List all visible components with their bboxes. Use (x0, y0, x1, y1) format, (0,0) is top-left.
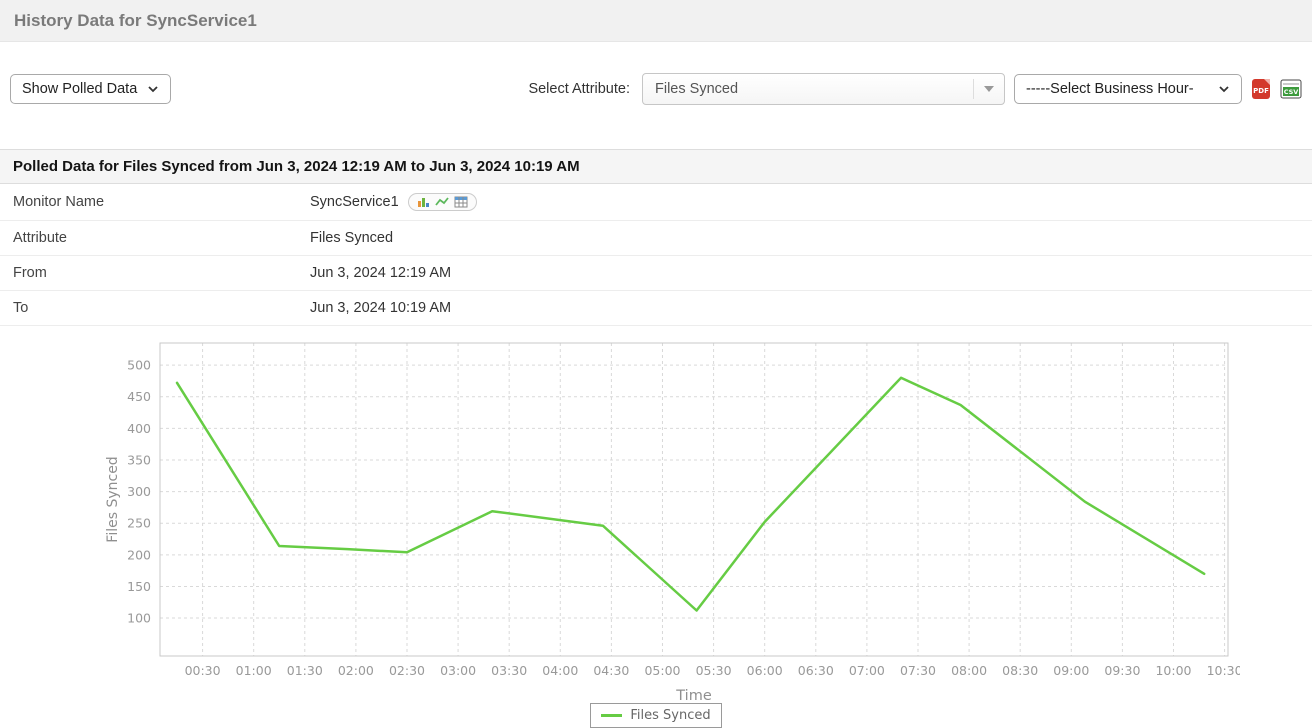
x-tick-label: 10:30 (1207, 663, 1240, 678)
row-value: Jun 3, 2024 12:19 AM (310, 265, 452, 281)
toolbar: Show Polled Data Select Attribute: Files… (0, 73, 1312, 105)
legend-line-icon (601, 714, 623, 717)
x-tick-label: 06:00 (747, 663, 783, 678)
select-attribute-label: Select Attribute: (528, 81, 630, 97)
x-tick-label: 08:00 (951, 663, 987, 678)
chevron-down-icon (148, 86, 158, 93)
table-icon (454, 196, 468, 208)
y-tick-label: 300 (127, 484, 151, 499)
row-label: Monitor Name (13, 194, 105, 210)
csv-export-button[interactable]: CSV (1280, 78, 1302, 100)
y-tick-label: 100 (127, 611, 151, 626)
attribute-dropdown-value: Files Synced (655, 81, 739, 97)
row-value: Files Synced (310, 230, 394, 246)
row-value: SyncService1 (283, 184, 490, 220)
x-tick-label: 04:00 (542, 663, 578, 678)
y-tick-label: 250 (127, 516, 151, 531)
x-tick-label: 02:00 (338, 663, 374, 678)
csv-export-icon: CSV (1280, 79, 1302, 99)
x-tick-label: 03:30 (491, 663, 527, 678)
x-tick-label: 05:30 (696, 663, 732, 678)
y-tick-label: 500 (127, 358, 151, 373)
business-hour-select[interactable]: -----Select Business Hour- (1014, 74, 1242, 104)
y-axis-label: Files Synced (105, 456, 121, 542)
x-tick-label: 04:30 (593, 663, 629, 678)
x-axis-label: Time (675, 688, 712, 701)
line-chart-icon (434, 197, 449, 206)
svg-text:CSV: CSV (1284, 88, 1299, 96)
polled-data-select[interactable]: Show Polled Data (10, 74, 172, 104)
page-title: History Data for SyncService1 (0, 0, 1312, 42)
row-label: Attribute (13, 230, 67, 246)
table-row: Attribute Files Synced (0, 221, 1312, 256)
x-tick-label: 07:30 (900, 663, 936, 678)
legend-label: Files Synced (630, 708, 711, 723)
x-tick-label: 01:30 (287, 663, 323, 678)
attribute-dropdown[interactable]: Files Synced (642, 73, 1005, 105)
row-label: From (13, 265, 47, 281)
monitor-name-text: SyncService1 (310, 194, 399, 210)
pdf-export-button[interactable]: PDF (1251, 78, 1271, 100)
x-tick-label: 09:00 (1053, 663, 1089, 678)
page-title-text: History Data for SyncService1 (14, 11, 257, 30)
x-tick-label: 07:00 (849, 663, 885, 678)
business-hour-select-value: -----Select Business Hour- (1026, 81, 1194, 97)
x-tick-label: 00:30 (185, 663, 221, 678)
y-tick-label: 400 (127, 421, 151, 436)
table-row: To Jun 3, 2024 10:19 AM (0, 291, 1312, 326)
plot-border (159, 342, 1229, 657)
x-tick-label: 02:30 (389, 663, 425, 678)
polled-data-panel: Polled Data for Files Synced from Jun 3,… (0, 149, 1312, 326)
chart-section: 100 150 200 250 300 350 400 450 500 00:30 01:00 01:… (0, 331, 1312, 728)
x-tick-label: 10:00 (1155, 663, 1191, 678)
y-tick-label: 200 (127, 547, 151, 562)
series-line (175, 376, 1206, 612)
y-tick-label: 450 (127, 389, 151, 404)
bar-chart-icon (417, 198, 429, 207)
x-tick-label: 03:00 (440, 663, 476, 678)
table-row: From Jun 3, 2024 12:19 AM (0, 256, 1312, 291)
toolbar-right-group: Select Attribute: Files Synced -----Sele… (528, 73, 1302, 105)
x-tick-label: 09:30 (1104, 663, 1140, 678)
chart-type-toggle[interactable] (407, 193, 477, 211)
x-tick-label: 08:30 (1002, 663, 1038, 678)
svg-text:PDF: PDF (1253, 87, 1269, 95)
y-tick-label: 150 (127, 579, 151, 594)
polled-data-select-value: Show Polled Data (22, 81, 138, 97)
chevron-down-icon (1219, 86, 1229, 93)
x-tick-label: 01:00 (236, 663, 272, 678)
dropdown-arrow-icon (973, 79, 994, 99)
pdf-export-icon: PDF (1252, 79, 1270, 99)
table-row: Monitor Name SyncService1 (0, 184, 1312, 221)
row-value: Jun 3, 2024 10:19 AM (310, 300, 452, 316)
line-chart: 100 150 200 250 300 350 400 450 500 00:30 01:00 01:… (105, 342, 1240, 701)
x-tick-label: 06:30 (798, 663, 834, 678)
x-tick-label: 05:00 (644, 663, 680, 678)
row-label: To (13, 300, 29, 316)
panel-title: Polled Data for Files Synced from Jun 3,… (0, 149, 1312, 184)
legend-box: Files Synced (590, 703, 722, 728)
y-tick-label: 350 (127, 452, 151, 467)
chart-legend: Files Synced (0, 703, 1312, 728)
